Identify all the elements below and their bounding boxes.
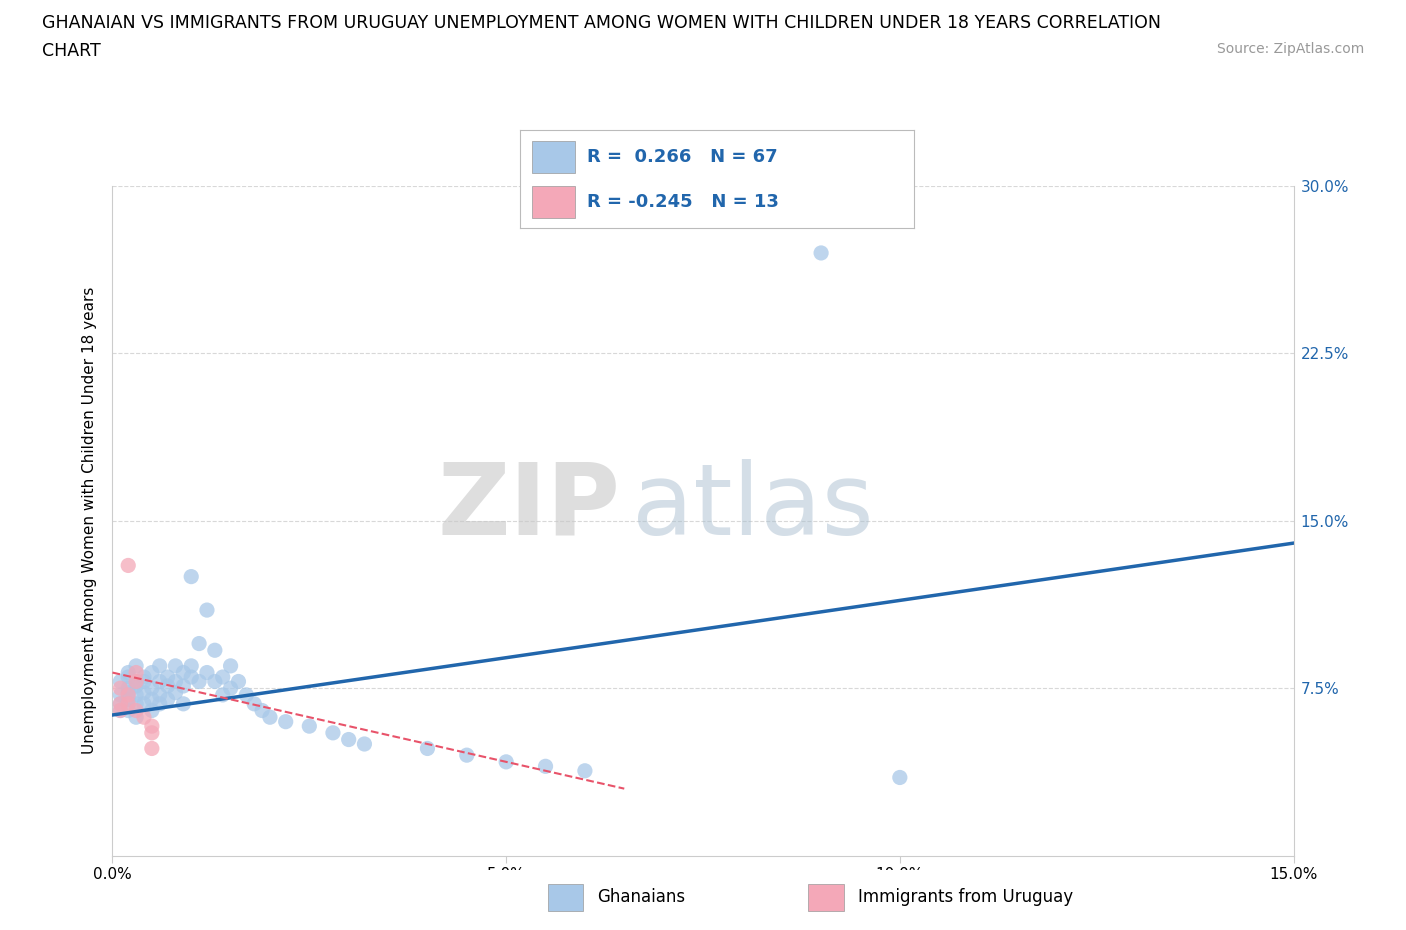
Point <box>117 692 139 707</box>
Point <box>165 658 187 673</box>
Point <box>298 719 321 734</box>
Point <box>219 658 242 673</box>
Point <box>117 685 139 700</box>
Point <box>110 697 132 711</box>
Point <box>117 687 139 702</box>
Point <box>125 665 148 680</box>
Point <box>204 674 226 689</box>
Point <box>110 697 132 711</box>
Point <box>132 670 155 684</box>
Point <box>125 674 148 689</box>
Point <box>110 674 132 689</box>
Text: R =  0.266   N = 67: R = 0.266 N = 67 <box>588 148 778 166</box>
Point <box>456 748 478 763</box>
Point <box>125 679 148 694</box>
Point <box>156 679 179 694</box>
Text: atlas: atlas <box>633 458 873 556</box>
Point <box>274 714 297 729</box>
Point <box>156 692 179 707</box>
FancyBboxPatch shape <box>531 186 575 219</box>
Point <box>125 697 148 711</box>
Point <box>110 703 132 718</box>
Point <box>188 674 211 689</box>
Text: Source: ZipAtlas.com: Source: ZipAtlas.com <box>1216 42 1364 56</box>
Point <box>132 674 155 689</box>
Point <box>574 764 596 778</box>
Point <box>141 741 163 756</box>
Point <box>180 670 202 684</box>
Point <box>125 710 148 724</box>
FancyBboxPatch shape <box>808 884 844 911</box>
Y-axis label: Unemployment Among Women with Children Under 18 years: Unemployment Among Women with Children U… <box>82 287 97 754</box>
FancyBboxPatch shape <box>531 141 575 173</box>
Point <box>117 670 139 684</box>
Point <box>141 681 163 696</box>
Text: R = -0.245   N = 13: R = -0.245 N = 13 <box>588 193 779 211</box>
Point <box>172 665 194 680</box>
Point <box>195 603 218 618</box>
Point <box>141 719 163 734</box>
Point <box>416 741 439 756</box>
Point <box>156 670 179 684</box>
Point <box>125 687 148 702</box>
Point <box>211 687 233 702</box>
Point <box>132 697 155 711</box>
Point <box>228 674 250 689</box>
Point <box>149 658 172 673</box>
Point <box>117 665 139 680</box>
Point <box>117 558 139 573</box>
Point <box>125 703 148 718</box>
Point <box>211 670 233 684</box>
Point <box>235 687 257 702</box>
Point <box>889 770 911 785</box>
Point <box>188 636 211 651</box>
Point <box>172 697 194 711</box>
Text: Ghanaians: Ghanaians <box>598 888 686 907</box>
Point <box>337 732 360 747</box>
Point <box>180 658 202 673</box>
Point <box>149 674 172 689</box>
Point <box>110 703 132 718</box>
Point <box>132 710 155 724</box>
Point <box>243 697 266 711</box>
Point <box>219 681 242 696</box>
Point <box>125 674 148 689</box>
Point <box>495 754 517 769</box>
Text: Immigrants from Uruguay: Immigrants from Uruguay <box>858 888 1073 907</box>
Point <box>110 681 132 696</box>
Point <box>204 643 226 658</box>
Point <box>149 687 172 702</box>
Point <box>353 737 375 751</box>
Point <box>141 692 163 707</box>
Point <box>172 679 194 694</box>
Text: GHANAIAN VS IMMIGRANTS FROM URUGUAY UNEMPLOYMENT AMONG WOMEN WITH CHILDREN UNDER: GHANAIAN VS IMMIGRANTS FROM URUGUAY UNEM… <box>42 14 1161 32</box>
Point <box>322 725 344 740</box>
Point <box>259 710 281 724</box>
Point <box>810 246 832 260</box>
Point <box>110 687 132 702</box>
Point <box>117 681 139 696</box>
Point <box>180 569 202 584</box>
Point <box>132 685 155 700</box>
Point <box>141 725 163 740</box>
Text: CHART: CHART <box>42 42 101 60</box>
Point <box>195 665 218 680</box>
Point <box>141 665 163 680</box>
FancyBboxPatch shape <box>548 884 583 911</box>
Point <box>149 697 172 711</box>
Point <box>117 697 139 711</box>
Point <box>165 674 187 689</box>
Point <box>534 759 557 774</box>
Point <box>250 703 273 718</box>
Text: ZIP: ZIP <box>437 458 620 556</box>
Point <box>165 685 187 700</box>
Point <box>125 658 148 673</box>
Point <box>141 703 163 718</box>
Point <box>117 703 139 718</box>
